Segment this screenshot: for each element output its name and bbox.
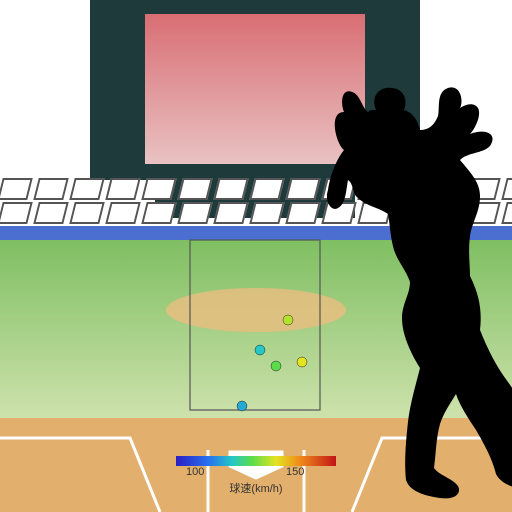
overlay-svg — [0, 0, 512, 512]
pitch-marker — [237, 401, 247, 411]
legend-tick: 150 — [286, 466, 304, 478]
speed-legend: 100 150 球速(km/h) — [176, 456, 336, 498]
legend-ticks: 100 150 — [176, 466, 336, 480]
home-plate-line — [0, 438, 160, 512]
pitch-marker — [255, 345, 265, 355]
pitch-marker — [271, 361, 281, 371]
batter-silhouette — [327, 87, 512, 498]
pitch-location-chart: 100 150 球速(km/h) — [0, 0, 512, 512]
pitchers-mound-oval — [166, 288, 346, 332]
legend-label: 球速(km/h) — [176, 480, 336, 496]
pitch-marker — [283, 315, 293, 325]
pitch-marker — [297, 357, 307, 367]
legend-gradient-bar — [176, 456, 336, 466]
legend-tick: 100 — [186, 466, 204, 478]
